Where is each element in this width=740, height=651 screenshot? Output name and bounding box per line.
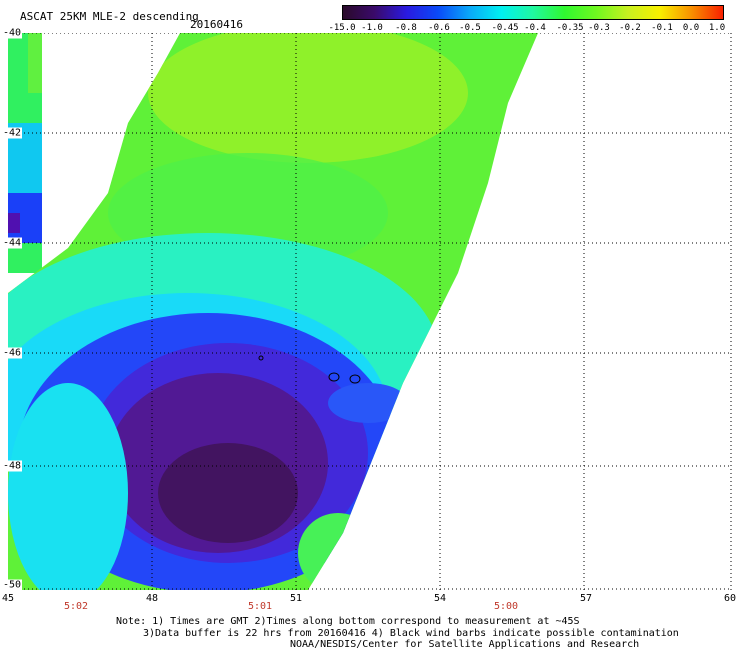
lon-label: 60 bbox=[723, 593, 737, 604]
lon-label: 57 bbox=[579, 593, 593, 604]
colorbar-label: -0.6 bbox=[428, 23, 450, 33]
time-label: 5:02 bbox=[63, 601, 89, 612]
swath-map bbox=[8, 33, 732, 590]
lat-lon-grid bbox=[8, 33, 732, 590]
lat-label: -46 bbox=[2, 347, 23, 359]
colorbar-label: -0.2 bbox=[619, 23, 641, 33]
colorbar-label: -15.0 bbox=[328, 23, 356, 33]
color-scale-bar bbox=[342, 5, 724, 20]
lat-label: -48 bbox=[2, 460, 23, 472]
product-date: 20160416 bbox=[190, 18, 243, 31]
lon-label: 54 bbox=[433, 593, 447, 604]
colorbar-label: -0.1 bbox=[651, 23, 673, 33]
colorbar-label: -0.4 bbox=[524, 23, 546, 33]
island-outlines bbox=[258, 355, 361, 384]
note-line-1: Note: 1) Times are GMT 2)Times along bot… bbox=[116, 616, 580, 627]
colorbar-label: 0.0 bbox=[682, 23, 700, 33]
time-label: 5:01 bbox=[247, 601, 273, 612]
note-line-2: 3)Data buffer is 22 hrs from 20160416 4)… bbox=[143, 628, 679, 639]
colorbar-label: -0.8 bbox=[395, 23, 417, 33]
colorbar-label: 1.0 bbox=[708, 23, 726, 33]
lat-label: -42 bbox=[2, 127, 23, 139]
colorbar-label: -1.0 bbox=[361, 23, 383, 33]
lat-label: -40 bbox=[2, 27, 23, 39]
colorbar-label: -0.35 bbox=[556, 23, 584, 33]
product-title: ASCAT 25KM MLE-2 descending bbox=[20, 10, 199, 23]
lon-label: 45 bbox=[1, 593, 15, 604]
colorbar-label: -0.5 bbox=[459, 23, 481, 33]
lon-label: 51 bbox=[289, 593, 303, 604]
note-line-3: NOAA/NESDIS/Center for Satellite Applica… bbox=[290, 639, 640, 650]
colorbar-label: -0.45 bbox=[491, 23, 519, 33]
left-data-strip bbox=[8, 33, 42, 273]
time-label: 5:00 bbox=[493, 601, 519, 612]
lat-label: -44 bbox=[2, 237, 23, 249]
color-scale-labels: -15.0 -1.0 -0.8 -0.6 -0.5 -0.45 -0.4 -0.… bbox=[328, 23, 730, 35]
colorbar-label: -0.3 bbox=[588, 23, 610, 33]
lat-label: -50 bbox=[2, 579, 23, 591]
lon-label: 48 bbox=[145, 593, 159, 604]
